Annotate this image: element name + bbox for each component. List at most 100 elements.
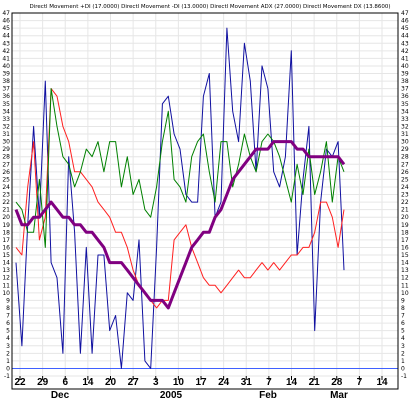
y-tick-right-31: 30 bbox=[401, 139, 409, 146]
y-tick-right-27: 26 bbox=[401, 169, 409, 176]
x-tick-4: 20 bbox=[105, 377, 117, 388]
x-tick-16: 14 bbox=[376, 377, 388, 388]
y-tick-right-19: 18 bbox=[401, 229, 409, 236]
x-tick-0: 22 bbox=[14, 377, 26, 388]
y-tick-left-36: 35 bbox=[2, 101, 10, 108]
y-tick-left-6: 5 bbox=[6, 328, 10, 335]
x-tick-9: 24 bbox=[218, 377, 230, 388]
x-tick-1: 29 bbox=[37, 377, 49, 388]
y-tick-right-36: 35 bbox=[401, 101, 409, 108]
y-tick-left-13: 12 bbox=[2, 275, 10, 282]
x-tick-5: 27 bbox=[128, 377, 140, 388]
series-line-1 bbox=[15, 88, 345, 309]
y-tick-right-11: 10 bbox=[401, 290, 409, 297]
y-tick-right-5: 4 bbox=[401, 335, 405, 342]
y-tick-right-37: 36 bbox=[401, 93, 409, 100]
y-tick-right-8: 7 bbox=[401, 313, 405, 320]
month-label-1: 2005 bbox=[160, 390, 183, 400]
y-tick-right-0: -1 bbox=[401, 373, 407, 380]
y-tick-right-30: 29 bbox=[401, 146, 409, 153]
y-tick-left-42: 41 bbox=[2, 55, 10, 62]
series-line-0 bbox=[15, 27, 345, 369]
y-tick-right-6: 5 bbox=[401, 328, 405, 335]
y-tick-right-3: 2 bbox=[401, 350, 405, 357]
y-tick-left-3: 2 bbox=[6, 350, 10, 357]
y-tick-right-15: 14 bbox=[401, 260, 409, 267]
x-tick-14: 28 bbox=[331, 377, 343, 388]
y-tick-right-7: 6 bbox=[401, 320, 405, 327]
y-tick-right-17: 16 bbox=[401, 244, 409, 251]
y-tick-right-14: 13 bbox=[401, 267, 409, 274]
y-tick-right-10: 9 bbox=[401, 297, 405, 304]
y-tick-left-17: 16 bbox=[2, 244, 10, 251]
y-tick-left-7: 6 bbox=[6, 320, 10, 327]
y-tick-right-20: 19 bbox=[401, 222, 409, 229]
y-tick-left-29: 28 bbox=[2, 154, 10, 161]
y-tick-right-44: 43 bbox=[401, 40, 409, 47]
series-line-2 bbox=[15, 88, 345, 248]
x-tick-12: 14 bbox=[286, 377, 298, 388]
y-tick-left-4: 3 bbox=[6, 343, 10, 350]
y-tick-right-1: 0 bbox=[401, 365, 405, 372]
y-tick-right-21: 20 bbox=[401, 214, 409, 221]
x-tick-15: 7 bbox=[357, 377, 363, 388]
x-tick-11: 7 bbox=[266, 377, 272, 388]
y-tick-left-34: 33 bbox=[2, 116, 10, 123]
y-tick-left-19: 18 bbox=[2, 229, 10, 236]
y-tick-right-29: 28 bbox=[401, 154, 409, 161]
x-tick-7: 10 bbox=[173, 377, 185, 388]
y-tick-left-30: 29 bbox=[2, 146, 10, 153]
month-label-3: Mar bbox=[330, 390, 348, 400]
y-tick-left-28: 27 bbox=[2, 161, 10, 168]
y-tick-left-12: 11 bbox=[2, 282, 10, 289]
y-tick-right-22: 21 bbox=[401, 207, 409, 214]
y-tick-left-25: 24 bbox=[2, 184, 10, 191]
x-tick-3: 14 bbox=[82, 377, 94, 388]
y-tick-left-14: 13 bbox=[2, 267, 10, 274]
y-tick-right-13: 12 bbox=[401, 275, 409, 282]
y-tick-left-8: 7 bbox=[6, 313, 10, 320]
y-tick-left-31: 30 bbox=[2, 139, 10, 146]
y-tick-left-33: 32 bbox=[2, 123, 10, 130]
y-tick-left-48: 47 bbox=[2, 10, 10, 17]
y-tick-left-38: 37 bbox=[2, 86, 10, 93]
x-axis: 22 29 6 14 20 27 3 10 17 24 31 7 14 21 28 7 14 bbox=[14, 376, 388, 388]
y-tick-right-33: 32 bbox=[401, 123, 409, 130]
y-tick-right-25: 24 bbox=[401, 184, 409, 191]
y-axis-right: -101234567891011121314151617181920212223… bbox=[401, 10, 409, 380]
y-tick-right-41: 40 bbox=[401, 63, 409, 70]
y-tick-left-9: 8 bbox=[6, 305, 10, 312]
x-tick-13: 21 bbox=[309, 377, 321, 388]
series-line-3 bbox=[14, 140, 346, 310]
y-tick-left-39: 38 bbox=[2, 78, 10, 85]
y-tick-right-45: 44 bbox=[401, 33, 409, 40]
y-tick-right-9: 8 bbox=[401, 305, 405, 312]
month-label-2: Feb bbox=[259, 390, 277, 400]
y-tick-left-15: 14 bbox=[2, 260, 10, 267]
y-tick-right-34: 33 bbox=[401, 116, 409, 123]
y-axis-left: -101234567891011121314151617181920212223… bbox=[2, 10, 10, 380]
y-tick-right-24: 23 bbox=[401, 192, 409, 199]
y-tick-left-47: 46 bbox=[2, 18, 10, 25]
y-tick-left-1: 0 bbox=[6, 365, 10, 372]
y-tick-left-18: 17 bbox=[2, 237, 10, 244]
x-tick-10: 31 bbox=[241, 377, 253, 388]
y-tick-right-43: 42 bbox=[401, 48, 409, 55]
y-tick-left-5: 4 bbox=[6, 335, 10, 342]
y-tick-right-46: 45 bbox=[401, 25, 409, 32]
y-tick-left-24: 23 bbox=[2, 192, 10, 199]
y-tick-right-2: 1 bbox=[401, 358, 405, 365]
plot-frame bbox=[11, 12, 399, 390]
y-tick-left-37: 36 bbox=[2, 93, 10, 100]
y-tick-left-35: 34 bbox=[2, 108, 10, 115]
y-tick-left-11: 10 bbox=[2, 290, 10, 297]
y-tick-left-20: 19 bbox=[2, 222, 10, 229]
x-tick-2: 6 bbox=[62, 377, 68, 388]
month-label-0: Dec bbox=[51, 390, 70, 400]
y-tick-right-26: 25 bbox=[401, 176, 409, 183]
y-tick-left-0: -1 bbox=[4, 373, 10, 380]
y-tick-left-21: 20 bbox=[2, 214, 10, 221]
y-tick-right-4: 3 bbox=[401, 343, 405, 350]
y-tick-left-16: 15 bbox=[2, 252, 10, 259]
